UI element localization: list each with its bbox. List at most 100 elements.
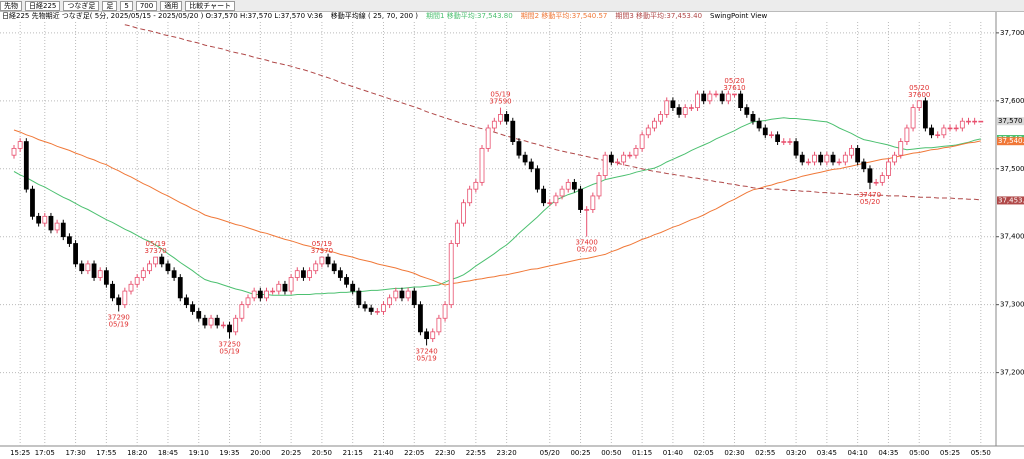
candle-body	[682, 107, 688, 115]
annotation-date: 05/19	[219, 348, 239, 356]
x-tick-label: 20:00	[250, 449, 270, 457]
candle-body	[220, 324, 226, 327]
candle-body	[196, 311, 202, 319]
candle-body	[424, 331, 429, 340]
apply-button[interactable]: 適用	[160, 0, 183, 11]
price-tag	[997, 117, 1024, 126]
candle-body	[23, 141, 29, 190]
x-tick-label: 05:50	[971, 449, 991, 457]
candle-body	[959, 120, 965, 129]
candle-body	[171, 270, 177, 278]
x-tick-label: 02:05	[694, 449, 714, 457]
candle-body	[479, 147, 485, 183]
candle-body	[596, 175, 602, 197]
annotation-price: 37590	[489, 98, 511, 106]
candle-body	[288, 277, 294, 292]
candle-body	[695, 93, 700, 109]
candle-body	[504, 114, 510, 122]
candle-body	[245, 297, 251, 306]
price-tag-label: 37,453.40	[998, 196, 1024, 204]
candle-body	[608, 154, 614, 163]
x-tick-label: 17:30	[65, 449, 85, 457]
candle-body	[541, 188, 546, 204]
x-tick-label: 22:05	[404, 449, 424, 457]
annotation-date: 05/19	[146, 240, 166, 248]
chart: 日経225 先物期近 つなぎ足( 5分, 2025/05/15 - 2025/0…	[0, 12, 1024, 457]
symbol-select[interactable]: 日経225	[25, 0, 61, 11]
candle-body	[719, 93, 725, 102]
candle-body	[461, 202, 466, 224]
x-tick-label: 02:30	[724, 449, 744, 457]
candle-body	[128, 283, 134, 292]
candle-body	[79, 263, 85, 272]
candle-body	[60, 222, 66, 238]
annotation-date: 05/19	[109, 320, 129, 328]
annotation-price: 37470	[859, 191, 881, 199]
annotation-price: 37600	[908, 91, 930, 99]
candle-body	[879, 175, 885, 183]
candle-body	[134, 277, 140, 285]
candle-body	[122, 290, 128, 306]
candle-body	[855, 147, 861, 163]
candle-body	[522, 154, 528, 163]
candle-body	[491, 120, 497, 129]
bar-type[interactable]: 足	[102, 0, 118, 11]
candle-body	[85, 263, 91, 272]
candle-body	[725, 93, 731, 102]
x-tick-label: 00:25	[570, 449, 590, 457]
x-tick-label: 01:15	[632, 449, 652, 457]
candle-body	[836, 161, 842, 164]
candle-body	[966, 120, 971, 123]
candle-body	[615, 161, 620, 164]
y-tick-label: 37,300	[1000, 301, 1024, 309]
interval-input[interactable]: 5	[120, 0, 133, 11]
candle-body	[627, 154, 633, 157]
annotation-price: 37250	[218, 341, 240, 349]
x-tick-label: 05:00	[909, 449, 929, 457]
candle-body	[301, 270, 306, 278]
count-input[interactable]: 700	[135, 0, 158, 11]
market-select[interactable]: 先物	[0, 0, 22, 11]
candle-body	[571, 181, 577, 190]
series-select[interactable]: つなぎ足	[63, 0, 100, 11]
annotation-date: 05/20	[860, 198, 880, 206]
annotation-date: 05/20	[577, 246, 597, 254]
x-tick-label: 04:35	[878, 449, 898, 457]
ma-line	[124, 24, 981, 201]
x-tick-label: 15:25	[10, 449, 30, 457]
candle-body	[202, 317, 208, 326]
annotation-date: 05/19	[312, 240, 332, 248]
x-tick-label: 18:20	[127, 449, 147, 457]
annotation-price: 37370	[311, 247, 333, 255]
candle-body	[972, 120, 978, 123]
candle-body	[898, 141, 904, 156]
candle-body	[935, 134, 941, 136]
x-tick-label: 21:40	[373, 449, 393, 457]
candle-body	[30, 188, 35, 217]
x-tick-label: 03:45	[817, 449, 837, 457]
candle-body	[652, 120, 657, 129]
candle-body	[264, 290, 269, 299]
candle-body	[239, 304, 245, 319]
candle-body	[448, 243, 454, 306]
candle-body	[399, 290, 405, 299]
candle-body	[688, 107, 694, 109]
candle-body	[904, 127, 910, 142]
candle-body	[621, 154, 627, 163]
candle-body	[276, 283, 282, 292]
candle-body	[953, 127, 959, 130]
candle-body	[48, 215, 54, 231]
candle-body	[978, 120, 984, 123]
candle-body	[208, 317, 214, 326]
candle-body	[418, 304, 423, 333]
candle-body	[387, 297, 393, 306]
candle-body	[799, 154, 805, 163]
candle-body	[147, 263, 152, 272]
candle-body	[73, 243, 78, 265]
candle-body	[485, 127, 491, 149]
candle-body	[553, 195, 559, 204]
candle-body	[140, 270, 146, 278]
candle-body	[498, 114, 503, 122]
compare-button[interactable]: 比較チャート	[185, 0, 236, 11]
candle-body	[110, 283, 115, 299]
